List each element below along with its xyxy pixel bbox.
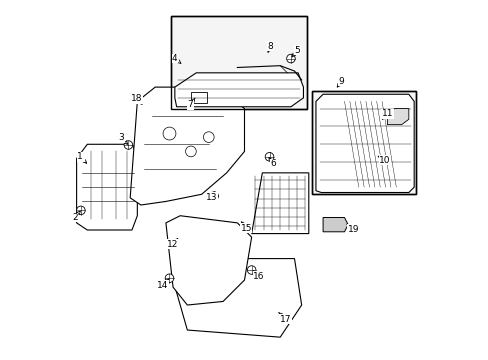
Text: 6: 6 <box>268 158 275 168</box>
Polygon shape <box>130 87 244 205</box>
Circle shape <box>185 146 196 157</box>
Circle shape <box>77 206 85 215</box>
Bar <box>312 91 415 194</box>
Polygon shape <box>173 258 301 337</box>
Text: 14: 14 <box>157 278 169 290</box>
Text: 15: 15 <box>240 222 251 233</box>
Circle shape <box>247 266 255 274</box>
Text: 17: 17 <box>278 312 291 324</box>
Polygon shape <box>77 144 137 230</box>
Text: 8: 8 <box>267 41 272 52</box>
Bar <box>312 91 415 194</box>
Text: 1: 1 <box>77 152 86 163</box>
Bar <box>171 16 306 109</box>
Polygon shape <box>315 94 413 193</box>
Text: 13: 13 <box>205 192 217 202</box>
Text: 16: 16 <box>252 271 264 281</box>
Circle shape <box>209 192 218 201</box>
Text: 12: 12 <box>166 239 178 249</box>
Polygon shape <box>386 109 408 125</box>
Circle shape <box>264 153 273 161</box>
Text: 2: 2 <box>72 211 80 222</box>
Circle shape <box>163 127 176 140</box>
Polygon shape <box>251 173 308 234</box>
Text: 7: 7 <box>187 98 195 109</box>
Text: 9: 9 <box>337 77 344 87</box>
Text: 11: 11 <box>381 109 392 119</box>
Text: 18: 18 <box>131 94 142 104</box>
Text: 5: 5 <box>291 46 300 57</box>
Bar <box>171 16 306 109</box>
Text: 4: 4 <box>172 54 181 63</box>
Text: 10: 10 <box>377 156 390 165</box>
Polygon shape <box>165 216 251 305</box>
Text: 19: 19 <box>346 224 359 234</box>
Circle shape <box>165 274 173 283</box>
Circle shape <box>286 54 295 63</box>
Polygon shape <box>323 217 347 232</box>
Bar <box>190 92 206 103</box>
Circle shape <box>203 132 214 143</box>
Polygon shape <box>175 73 303 107</box>
Circle shape <box>124 141 132 149</box>
Text: 3: 3 <box>118 133 127 144</box>
